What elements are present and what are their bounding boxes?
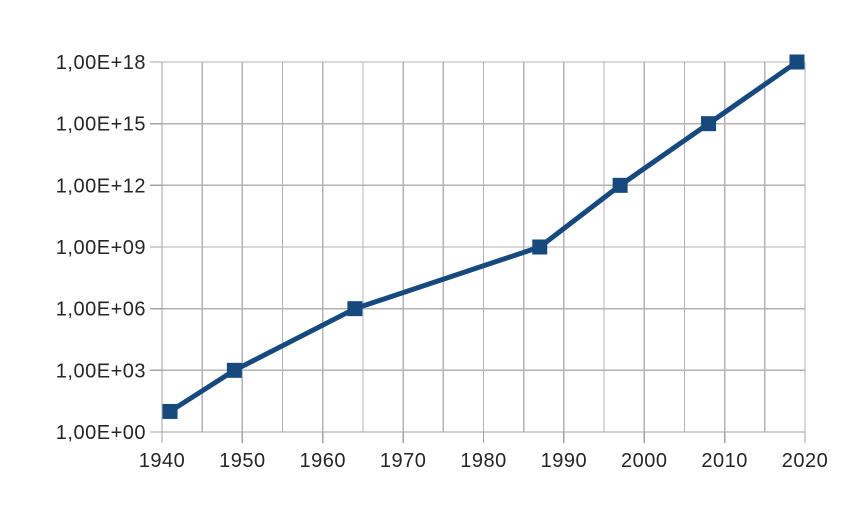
data-point-marker bbox=[701, 116, 717, 132]
data-point-marker bbox=[532, 239, 548, 255]
data-point-marker bbox=[162, 403, 178, 419]
data-point-marker bbox=[347, 301, 363, 317]
data-point-marker bbox=[226, 362, 242, 378]
y-tick-label: 1,00E+00 bbox=[56, 422, 146, 444]
x-tick-label: 1990 bbox=[541, 450, 588, 472]
x-tick-label: 1980 bbox=[460, 450, 507, 472]
y-tick-label: 1,00E+18 bbox=[56, 52, 146, 74]
x-tick-label: 1960 bbox=[300, 450, 347, 472]
data-point-marker bbox=[612, 177, 628, 193]
x-tick-label: 1940 bbox=[139, 450, 186, 472]
y-tick-label: 1,00E+15 bbox=[56, 114, 146, 136]
data-point-marker bbox=[789, 54, 805, 70]
y-tick-label: 1,00E+06 bbox=[56, 299, 146, 321]
x-tick-label: 1950 bbox=[219, 450, 266, 472]
x-tick-label: 2000 bbox=[621, 450, 668, 472]
x-tick-label: 2020 bbox=[782, 450, 829, 472]
x-tick-label: 1970 bbox=[380, 450, 427, 472]
y-tick-label: 1,00E+12 bbox=[56, 175, 146, 197]
y-tick-label: 1,00E+03 bbox=[56, 360, 146, 382]
y-tick-label: 1,00E+09 bbox=[56, 237, 146, 259]
x-tick-label: 2010 bbox=[701, 450, 748, 472]
